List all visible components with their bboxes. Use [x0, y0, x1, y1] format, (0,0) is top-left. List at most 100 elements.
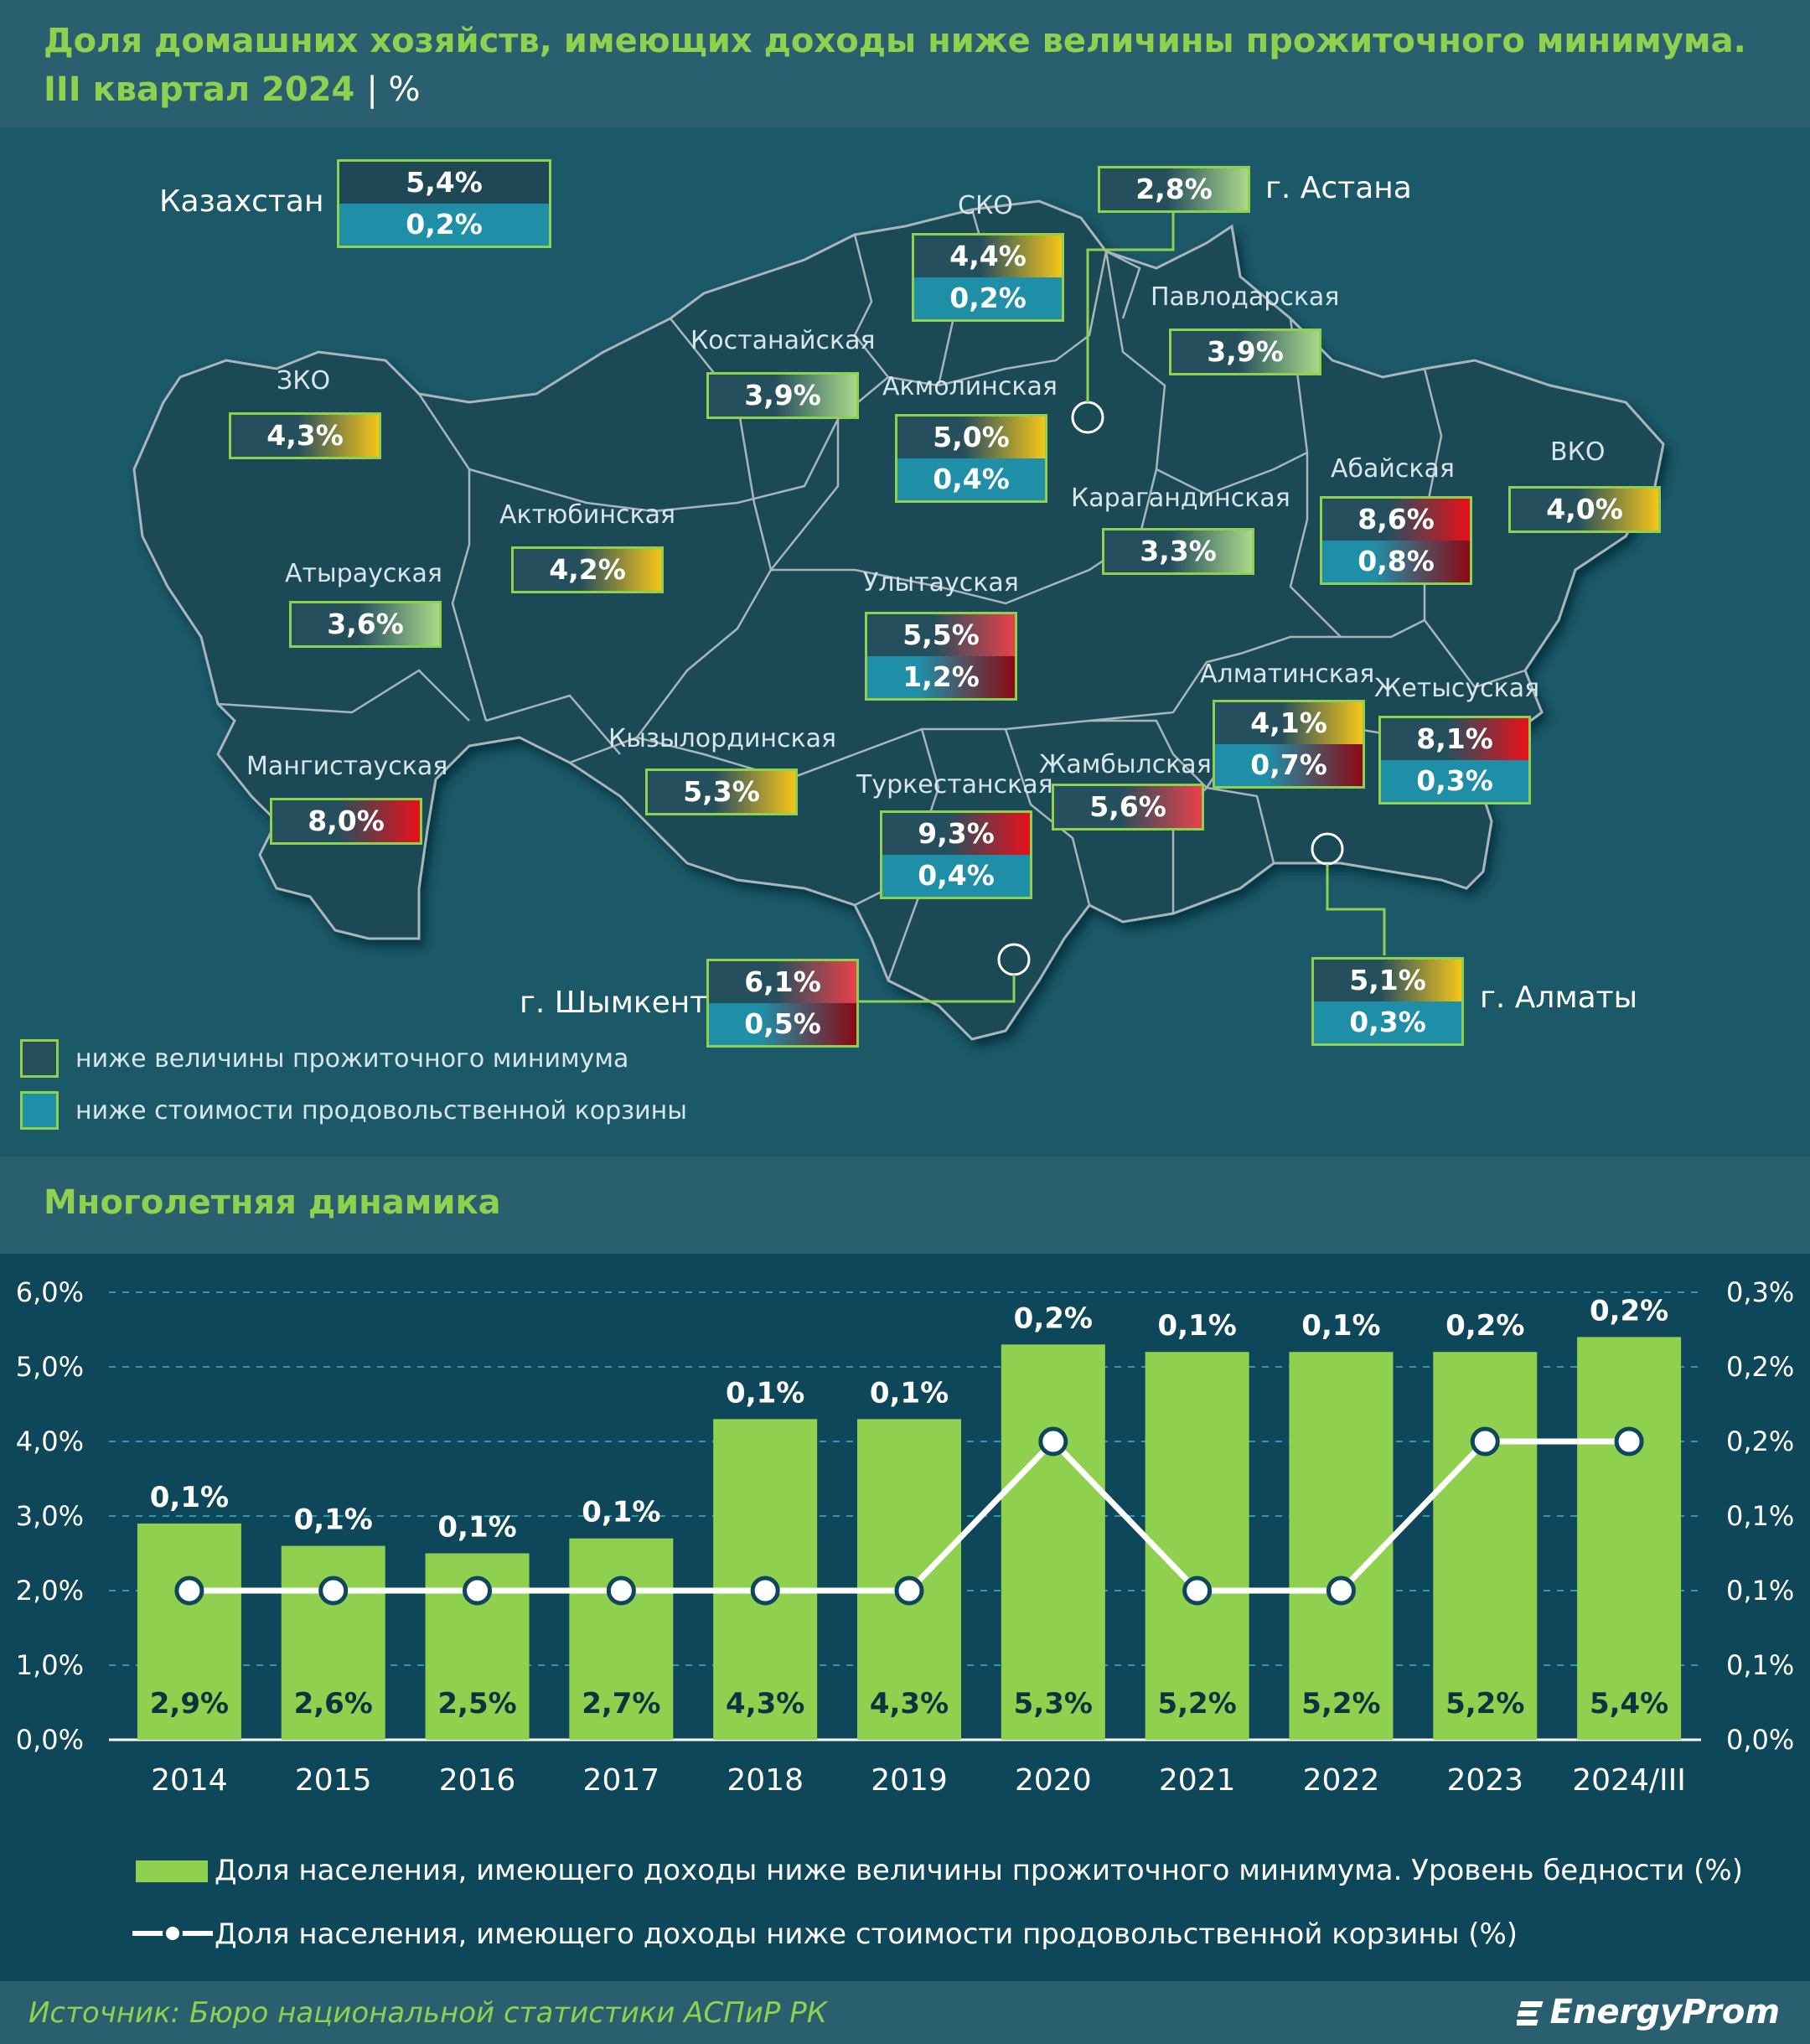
- line-value-label: 0,1%: [870, 1376, 949, 1410]
- legend-line-swatch: [132, 1923, 213, 1943]
- region-poverty-mangystau: 8,0%: [272, 800, 420, 842]
- x-tick-label: 2021: [1159, 1763, 1236, 1798]
- line-point: [750, 1576, 780, 1606]
- region-box-zhambyl: 5,6%: [1052, 784, 1204, 831]
- line-point: [1614, 1426, 1644, 1457]
- region-poverty-almaty_obl: 4,1%: [1215, 702, 1363, 744]
- line-value-label: 0,2%: [1014, 1301, 1093, 1335]
- bar-value-label: 5,2%: [1157, 1687, 1236, 1721]
- region-poverty-karaganda: 3,3%: [1104, 530, 1252, 572]
- bar: [1433, 1352, 1538, 1740]
- region-poverty-akmola: 5,0%: [897, 417, 1045, 458]
- y-tick-label: 1,0%: [16, 1649, 84, 1681]
- region-poverty-atyrau: 3,6%: [292, 603, 439, 645]
- line-point: [1326, 1576, 1356, 1606]
- region-box-kostanay: 3,9%: [706, 372, 859, 419]
- bar: [1001, 1344, 1105, 1740]
- y2-tick-label: 0,2%: [1726, 1351, 1794, 1383]
- x-tick-label: 2016: [439, 1763, 516, 1798]
- region-food-akmola: 0,4%: [897, 458, 1045, 500]
- line-value-label: 0,1%: [437, 1511, 516, 1545]
- region-poverty-abai: 8,6%: [1322, 499, 1470, 541]
- legend-bar-label: Доля населения, имеющего доходы ниже вел…: [215, 1854, 1743, 1887]
- region-food-almaty_obl: 0,7%: [1215, 744, 1363, 786]
- line-value-label: 0,1%: [294, 1503, 373, 1537]
- line-point: [463, 1576, 493, 1606]
- y2-tick-label: 0,0%: [1726, 1724, 1794, 1756]
- region-label-kyzylorda: Кызылординская: [608, 724, 837, 753]
- region-label-almaty: г. Алматы: [1480, 981, 1638, 1015]
- region-box-mangystau: 8,0%: [270, 798, 422, 845]
- logo-text: EnergyProm: [1549, 1993, 1780, 2031]
- region-label-ulytau: Улытауская: [863, 568, 1019, 598]
- region-label-pavlodar: Павлодарская: [1151, 282, 1340, 312]
- y-tick-label: 2,0%: [16, 1575, 84, 1607]
- line-point: [318, 1576, 349, 1606]
- region-label-zhambyl: Жамбылская: [1039, 750, 1212, 779]
- region-label-akmola: Акмолинская: [882, 372, 1058, 401]
- header-band: Доля домашних хозяйств, имеющих доходы н…: [0, 0, 1810, 127]
- region-poverty-ulytau: 5,5%: [867, 614, 1015, 656]
- bar-value-label: 2,6%: [294, 1687, 373, 1721]
- energyprom-logo: EnergyProm: [1516, 1993, 1780, 2031]
- region-poverty-pavlodar: 3,9%: [1171, 331, 1319, 373]
- bar-value-label: 5,2%: [1301, 1687, 1380, 1721]
- line-value-label: 0,1%: [150, 1481, 229, 1514]
- title-unit: | %: [366, 70, 421, 109]
- region-box-pavlodar: 3,9%: [1169, 329, 1321, 375]
- y2-tick-label: 0,1%: [1726, 1575, 1794, 1607]
- region-poverty-aktobe: 4,2%: [514, 549, 661, 591]
- country-value-box: 5,4% 0,2%: [337, 159, 551, 248]
- region-food-ulytau: 1,2%: [867, 656, 1015, 698]
- y2-tick-label: 0,1%: [1726, 1649, 1794, 1681]
- legend-line-label: Доля населения, имеющего доходы ниже сто…: [215, 1917, 1518, 1951]
- line-point: [1038, 1426, 1068, 1457]
- region-box-kyzylorda: 5,3%: [645, 768, 798, 815]
- region-food-shymkent: 0,5%: [709, 1003, 856, 1045]
- region-label-almaty_obl: Алматинская: [1200, 660, 1375, 689]
- region-box-ulytau: 5,5% 1,2%: [865, 612, 1017, 701]
- region-label-karaganda: Карагандинская: [1071, 484, 1290, 513]
- y-tick-label: 0,0%: [16, 1724, 84, 1756]
- region-box-zhetysu: 8,1% 0,3%: [1378, 716, 1531, 805]
- region-box-almaty_obl: 4,1% 0,7%: [1213, 700, 1365, 789]
- bar: [1145, 1352, 1249, 1740]
- x-tick-label: 2015: [295, 1763, 372, 1798]
- line-point: [606, 1576, 636, 1606]
- bar: [1577, 1337, 1682, 1740]
- x-tick-label: 2017: [583, 1763, 660, 1798]
- line-value-label: 0,1%: [1301, 1309, 1380, 1343]
- legend-swatch-food: [20, 1091, 59, 1130]
- bar-value-label: 5,2%: [1445, 1687, 1524, 1721]
- region-box-sko: 4,4% 0,2%: [912, 233, 1064, 322]
- page-subtitle: III квартал 2024 | %: [44, 70, 421, 109]
- y-tick-label: 4,0%: [16, 1426, 84, 1457]
- region-poverty-shymkent: 6,1%: [709, 961, 856, 1003]
- region-label-turkestan: Туркестанская: [856, 770, 1053, 799]
- x-tick-label: 2023: [1446, 1763, 1523, 1798]
- region-poverty-vko: 4,0%: [1511, 489, 1658, 530]
- x-tick-label: 2014: [151, 1763, 228, 1798]
- legend-item-poverty: ниже величины прожиточного минимума: [75, 1044, 629, 1074]
- y-tick-label: 5,0%: [16, 1351, 84, 1383]
- region-label-kostanay: Костанайская: [690, 326, 876, 355]
- line-value-label: 0,1%: [726, 1376, 804, 1410]
- bar-value-label: 5,3%: [1014, 1687, 1093, 1721]
- logo-mark-icon: [1516, 2001, 1544, 2026]
- region-food-sko: 0,2%: [914, 277, 1062, 319]
- bar-value-label: 4,3%: [726, 1687, 804, 1721]
- dynamics-chart: 0,0% 1,0% 2,0% 3,0% 4,0% 5,0% 6,0% 0,0% 0,1% 0,1%…: [16, 1276, 1795, 1798]
- line-value-label: 0,1%: [582, 1496, 660, 1529]
- region-box-akmola: 5,0% 0,4%: [895, 414, 1047, 503]
- region-poverty-astana: 2,8%: [1100, 168, 1248, 210]
- region-box-shymkent: 6,1% 0,5%: [706, 959, 859, 1048]
- x-tick-label: 2020: [1015, 1763, 1092, 1798]
- map-section: Казахстан 5,4% 0,2% ЗКО 4,3% Атырауская 3,6…: [0, 127, 1810, 1157]
- region-box-abai: 8,6% 0,8%: [1320, 496, 1472, 585]
- title-period: III квартал 2024: [44, 70, 355, 109]
- line-point: [894, 1576, 924, 1606]
- region-food-turkestan: 0,4%: [882, 855, 1030, 897]
- region-borders: [217, 209, 1526, 981]
- page-title: Доля домашних хозяйств, имеющих доходы н…: [44, 22, 1746, 60]
- region-food-zhetysu: 0,3%: [1381, 760, 1528, 802]
